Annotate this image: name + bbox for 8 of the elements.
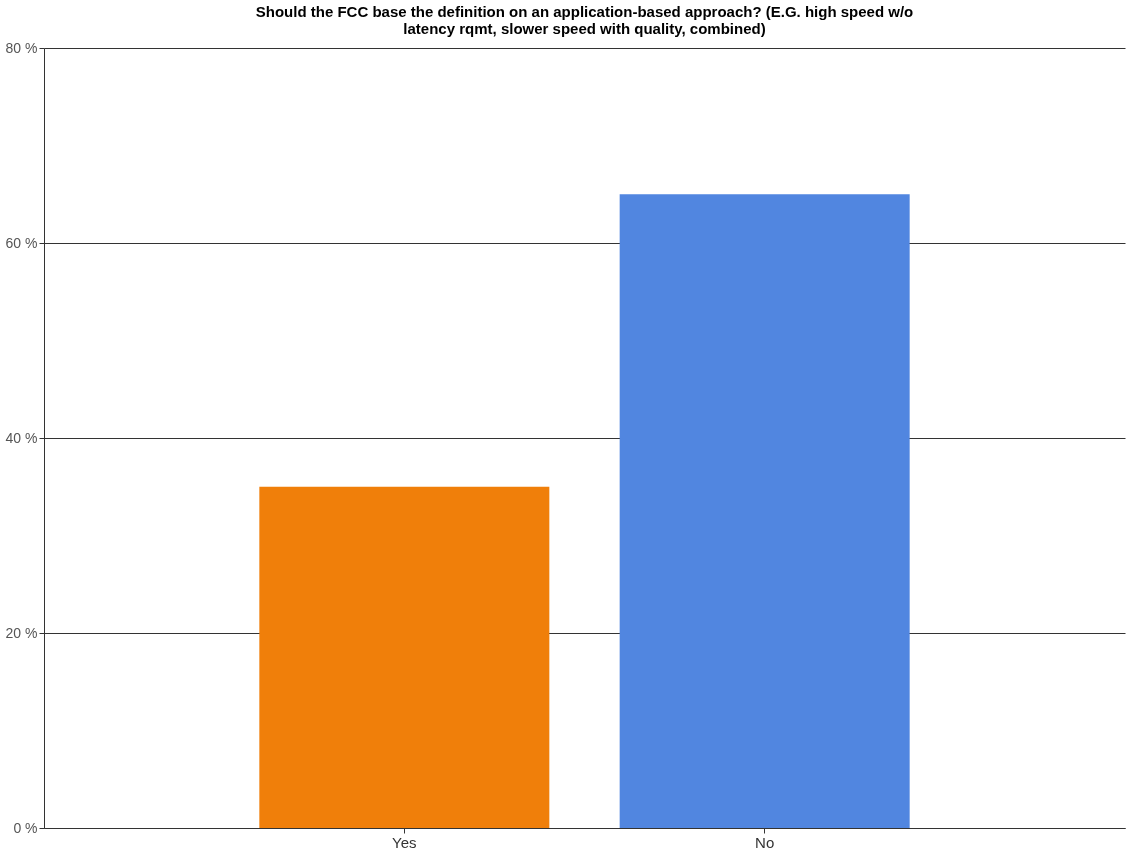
y-tick-label: 80 %: [5, 39, 38, 56]
x-tick-label: No: [755, 833, 775, 851]
y-tick-label: 60 %: [5, 234, 38, 251]
x-tick-label: Yes: [392, 833, 417, 851]
y-tick-label: 20 %: [5, 624, 38, 641]
chart-title: Should the FCC base the definition on an application-based approach? (E.G. high speed w/o latency rqmt, slower speed with quality, combined): [255, 3, 914, 37]
y-tick-label: 0 %: [13, 819, 38, 836]
y-tick-label: 40 %: [5, 429, 38, 446]
